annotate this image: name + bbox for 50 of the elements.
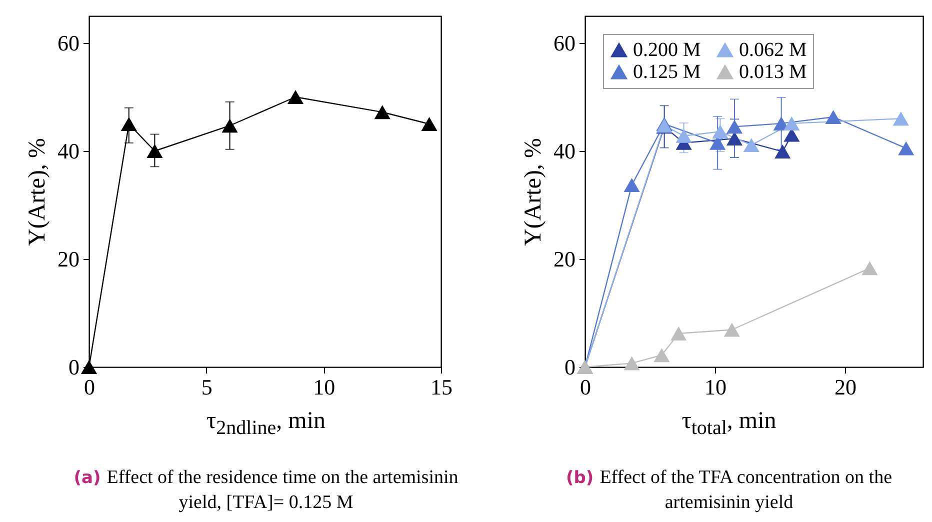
y-tick-label: 20 — [554, 246, 576, 272]
x-tick-label: 15 — [430, 374, 452, 400]
y-tick-label: 40 — [554, 138, 576, 164]
text: (a) — [74, 468, 101, 488]
point — [120, 117, 137, 131]
point — [624, 356, 640, 370]
point — [676, 128, 692, 143]
x-tick-label: 10 — [313, 374, 336, 400]
y-axis-title: Y(Arte), % — [520, 138, 546, 246]
point — [726, 120, 743, 134]
text: Effect of the TFA concentration on the artemisinin yield — [600, 467, 892, 513]
point — [862, 261, 878, 276]
y-tick-label: 0 — [564, 354, 576, 380]
x-tick-label: 20 — [834, 374, 856, 400]
point — [743, 138, 760, 152]
legend-label: 0.125 M — [633, 61, 701, 83]
x-tick-label: 0 — [580, 374, 591, 400]
y-tick-label: 40 — [58, 138, 80, 164]
x-tick-label: 10 — [704, 374, 726, 400]
text: (b) — [566, 468, 594, 488]
legend-label: 0.200 M — [633, 39, 701, 61]
point — [774, 144, 791, 159]
point — [712, 124, 728, 139]
point — [825, 110, 842, 124]
point — [222, 118, 238, 133]
y-tick-label: 60 — [554, 30, 576, 56]
y-axis-title: Y(Arte), % — [24, 138, 50, 246]
x-tick-label: 5 — [201, 374, 212, 400]
text: Effect of the residence time on the artemisinin yield, [TFA]= 0.125 M — [106, 467, 458, 513]
point — [374, 105, 390, 120]
point — [624, 178, 640, 192]
y-tick-label: 20 — [58, 246, 80, 272]
point — [726, 132, 743, 146]
y-tick-label: 0 — [68, 354, 80, 380]
legend-label: 0.062 M — [739, 39, 807, 61]
point — [287, 90, 304, 104]
point — [654, 348, 670, 362]
point — [80, 360, 98, 374]
y-tick-label: 60 — [58, 30, 80, 56]
point — [892, 112, 909, 126]
legend-label: 0.013 M — [739, 61, 807, 83]
point — [146, 144, 163, 158]
point — [724, 322, 740, 337]
x-axis-title: τ$_{2ndline}$, min — [206, 408, 326, 440]
point — [784, 116, 800, 130]
point — [898, 141, 914, 156]
x-axis-title: τ$_{total}$, min — [680, 408, 778, 440]
point — [670, 326, 687, 340]
x-tick-label: 0 — [84, 374, 95, 400]
point — [421, 117, 438, 131]
